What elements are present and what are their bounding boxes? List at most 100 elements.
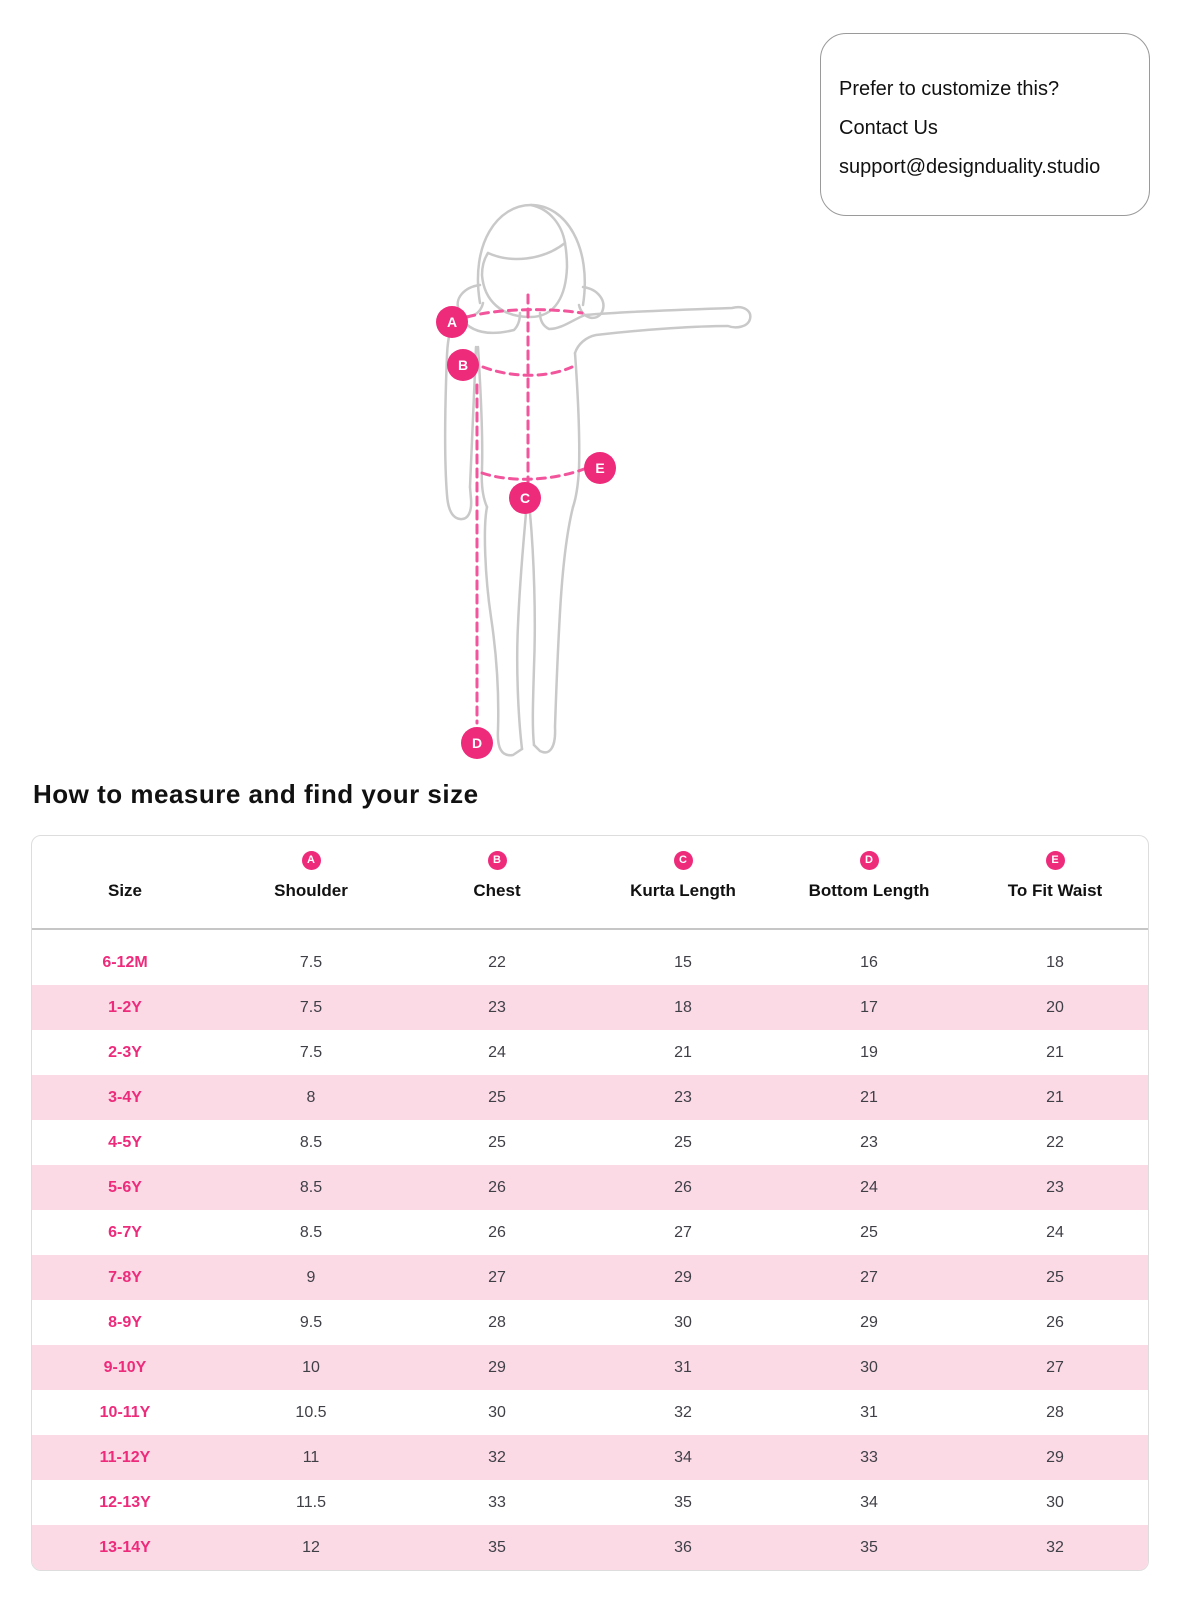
table-row: 6-7Y 8.5 26 27 25 24 [32,1210,1148,1255]
value-cell: 11 [302,1448,320,1466]
value-cell: 30 [860,1358,878,1376]
value-cell: 24 [1046,1223,1064,1241]
size-chart-table: A B C D E Size Shoulder Chest Kurta Leng… [31,835,1149,1571]
value-cell: 12 [302,1538,320,1556]
table-row: 5-6Y 8.5 26 26 24 23 [32,1165,1148,1210]
value-cell: 25 [1046,1268,1064,1286]
value-cell: 15 [674,953,692,971]
size-cell: 6-12M [102,953,148,971]
value-cell: 27 [860,1268,878,1286]
value-cell: 23 [860,1133,878,1151]
svg-text:D: D [472,735,482,751]
value-cell: 29 [860,1313,878,1331]
value-cell: 30 [674,1313,692,1331]
svg-text:B: B [458,357,468,373]
value-cell: 26 [1046,1313,1064,1331]
badge-b-icon: B [487,850,507,870]
table-row: 8-9Y 9.5 28 30 29 26 [32,1300,1148,1345]
shoulder-line [465,308,584,319]
contact-card: Prefer to customize this? Contact Us sup… [820,33,1150,216]
size-cell: 6-7Y [108,1223,142,1241]
size-cell: 5-6Y [108,1178,142,1196]
value-cell: 25 [860,1223,878,1241]
value-cell: 29 [488,1358,506,1376]
contact-us-link[interactable]: Contact Us [839,117,938,139]
figure-markers: A B C E D [436,306,616,759]
value-cell: 19 [860,1043,878,1061]
value-cell: 8.5 [299,1133,323,1151]
value-cell: 23 [674,1088,692,1106]
value-cell: 7.5 [299,998,323,1016]
table-row: 7-8Y 9 27 29 27 25 [32,1255,1148,1300]
value-cell: 35 [488,1538,506,1556]
value-cell: 26 [674,1178,692,1196]
value-cell: 33 [488,1493,506,1511]
table-row: 3-4Y 8 25 23 21 21 [32,1075,1148,1120]
value-cell: 26 [488,1178,506,1196]
value-cell: 17 [860,998,878,1016]
value-cell: 7.5 [299,953,323,971]
column-header-bottom-length: Bottom Length [808,881,930,900]
size-cell: 1-2Y [108,998,142,1016]
value-cell: 29 [1046,1448,1064,1466]
contact-email-link[interactable]: support@designduality.studio [839,156,1101,178]
size-cell: 4-5Y [108,1133,142,1151]
table-header: A B C D E Size Shoulder Chest Kurta Leng… [32,836,1148,930]
size-cell: 9-10Y [103,1358,147,1376]
table-row: 13-14Y 12 35 36 35 32 [32,1525,1148,1570]
table-body: 6-12M 7.5 22 15 16 18 1-2Y 7.5 23 18 17 20 2-3Y 7.5 24… [32,930,1148,1570]
value-cell: 27 [1046,1358,1064,1376]
value-cell: 31 [674,1358,692,1376]
value-cell: 21 [1046,1088,1064,1106]
value-cell: 28 [488,1313,506,1331]
marker-e-icon: E [584,452,616,484]
value-cell: 35 [674,1493,692,1511]
table-row: 10-11Y 10.5 30 32 31 28 [32,1390,1148,1435]
value-cell: 26 [488,1223,506,1241]
value-cell: 25 [488,1133,506,1151]
marker-d-icon: D [461,727,493,759]
value-cell: 16 [860,953,878,971]
svg-text:E: E [595,460,604,476]
column-header-shoulder: Shoulder [274,881,348,900]
value-cell: 31 [860,1403,878,1421]
badge-a-icon: A [301,850,321,870]
value-cell: 32 [488,1448,506,1466]
value-cell: 24 [860,1178,878,1196]
value-cell: 29 [674,1268,692,1286]
column-header-chest: Chest [473,881,521,900]
value-cell: 25 [674,1133,692,1151]
value-cell: 30 [1046,1493,1064,1511]
value-cell: 34 [860,1493,878,1511]
value-cell: 22 [488,953,506,971]
value-cell: 8.5 [299,1178,323,1196]
measurement-dashed-lines [465,293,586,725]
value-cell: 34 [674,1448,692,1466]
size-cell: 13-14Y [99,1538,151,1556]
value-cell: 21 [674,1043,692,1061]
marker-b-icon: B [447,349,479,381]
value-cell: 23 [488,998,506,1016]
column-header-kurta-length: Kurta Length [630,881,736,900]
value-cell: 36 [674,1538,692,1556]
size-cell: 10-11Y [99,1403,151,1421]
table-row: 6-12M 7.5 22 15 16 18 [32,940,1148,985]
value-cell: 33 [860,1448,878,1466]
value-cell: 27 [674,1223,692,1241]
size-cell: 7-8Y [108,1268,142,1286]
value-cell: 11.5 [296,1493,326,1511]
value-cell: 27 [488,1268,506,1286]
value-cell: 10.5 [295,1403,327,1421]
value-cell: 32 [1046,1538,1064,1556]
table-header-labels: Size Shoulder Chest Kurta Length Bottom … [32,872,1148,910]
value-cell: 22 [1046,1133,1064,1151]
value-cell: 25 [488,1088,506,1106]
table-row: 11-12Y 11 32 34 33 29 [32,1435,1148,1480]
value-cell: 32 [674,1403,692,1421]
badge-c-icon: C [673,850,693,870]
marker-c-icon: C [509,482,541,514]
value-cell: 24 [488,1043,506,1061]
value-cell: 9.5 [299,1313,323,1331]
measurement-figure: A B C E D [410,195,770,773]
table-row: 1-2Y 7.5 23 18 17 20 [32,985,1148,1030]
